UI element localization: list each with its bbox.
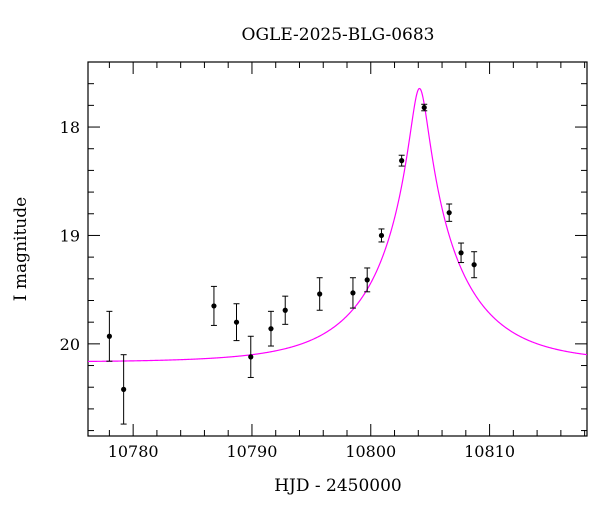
- data-point: [458, 242, 465, 264]
- data-point-marker: [458, 250, 464, 256]
- data-point-marker: [248, 354, 254, 360]
- data-point: [267, 310, 274, 347]
- data-point-marker: [211, 303, 217, 309]
- data-point: [120, 354, 127, 425]
- data-point: [210, 285, 217, 326]
- data-point: [282, 295, 289, 325]
- y-tick-label: 19: [60, 226, 80, 245]
- data-point: [106, 310, 113, 362]
- chart-title: OGLE-2025-BLG-0683: [242, 25, 435, 45]
- data-point-marker: [378, 232, 385, 239]
- data-point-marker: [350, 290, 356, 296]
- data-point: [349, 277, 356, 309]
- data-point-marker: [399, 158, 405, 164]
- y-tick-label: 20: [60, 335, 80, 354]
- data-point-marker: [233, 319, 240, 325]
- data-point: [446, 203, 453, 222]
- data-point-marker: [364, 277, 370, 283]
- plot-area: 10780 10790 10800 10810 18 19 20: [60, 61, 588, 461]
- data-point-marker: [282, 307, 288, 313]
- axis-tick-labels: 10780 10790 10800 10810 18 19 20: [60, 118, 515, 461]
- data-points: [106, 103, 478, 425]
- data-point-marker: [121, 386, 127, 392]
- x-tick-label: 10780: [108, 442, 159, 461]
- y-tick-label: 18: [60, 118, 80, 137]
- data-point: [316, 277, 323, 311]
- data-point: [247, 335, 254, 378]
- plot-frame: [87, 61, 588, 437]
- y-axis-label: I magnitude: [11, 197, 31, 301]
- axis-ticks: [88, 61, 587, 436]
- data-point-marker: [421, 104, 427, 111]
- data-point: [471, 251, 478, 279]
- x-tick-label: 10810: [464, 442, 515, 461]
- data-point: [364, 267, 371, 293]
- data-point: [421, 103, 428, 112]
- data-point-marker: [268, 326, 274, 332]
- data-point: [378, 228, 385, 243]
- x-tick-label: 10800: [345, 442, 396, 461]
- model-curve: [88, 87, 587, 363]
- x-axis-label: HJD - 2450000: [274, 476, 402, 496]
- data-point-marker: [106, 333, 112, 339]
- x-tick-label: 10790: [227, 442, 278, 461]
- data-point: [398, 154, 405, 167]
- data-point: [233, 303, 240, 342]
- data-point-marker: [446, 210, 452, 216]
- data-point-marker: [471, 262, 477, 268]
- data-point-marker: [317, 291, 323, 297]
